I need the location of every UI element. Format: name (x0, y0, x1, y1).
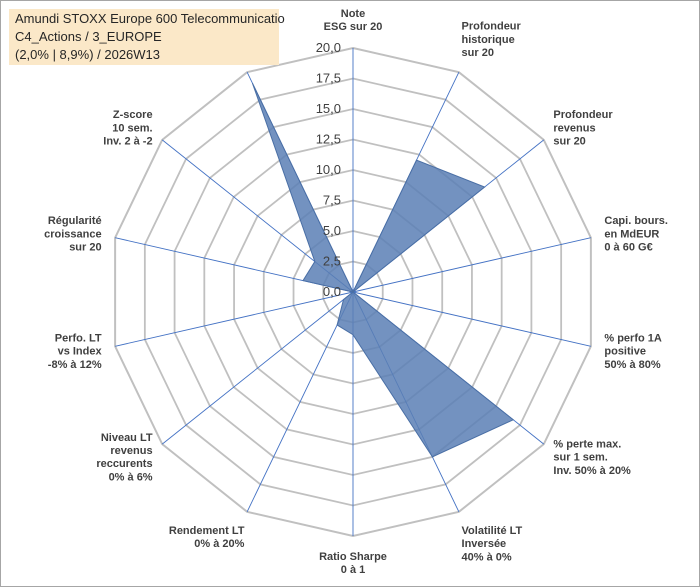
chart-period: (2,0% | 8,9%) / 2026W13 (15, 47, 161, 62)
spoke-line (246, 291, 354, 513)
axis-label: Z-score 10 sem. Inv. 2 à -2 (103, 109, 152, 147)
axis-label: Volatilité LT Inversée 40% à 0% (462, 525, 523, 563)
tick-label: 15,0 (316, 101, 341, 116)
axis-label: Rendement LT 0% à 20% (169, 525, 245, 550)
chart-title: Amundi STOXX Europe 600 Telecommunicatio (15, 11, 285, 26)
series-area (251, 82, 515, 458)
axis-label: % perfo 1A positive 50% à 80% (604, 333, 662, 371)
tick-label: 20,0 (316, 40, 341, 55)
axis-labels: Note ESG sur 20 Profondeur historique sur 20… (44, 8, 668, 576)
tick-label: 17,5 (316, 71, 341, 86)
tick-label: 2,5 (323, 254, 341, 269)
spoke-line (352, 237, 591, 293)
tick-label: 12,5 (316, 132, 341, 147)
axis-label: Note ESG sur 20 (324, 8, 383, 33)
axis-label: Profondeur historique sur 20 (462, 21, 522, 59)
axis-label: Capi. bours. en MdEUR 0 à 60 G€ (604, 215, 668, 253)
spoke-line (161, 291, 354, 445)
radial-tick-labels: 0,0 2,5 5,0 7,5 10,0 12,5 15,0 17,5 20,0 (316, 40, 341, 299)
spoke-line (115, 291, 354, 347)
chart-title-box: Amundi STOXX Europe 600 Telecommunicatio… (9, 9, 285, 65)
axis-label: Régularité croissance sur 20 (44, 215, 101, 253)
spoke-line (352, 291, 591, 347)
chart-subtitle: C4_Actions / 3_EUROPE (15, 29, 162, 44)
axis-label: Niveau LT revenus reccurents 0% à 6% (96, 432, 153, 484)
tick-label: 10,0 (316, 162, 341, 177)
axis-label: Profondeur revenus sur 20 (553, 109, 613, 147)
axis-label: Ratio Sharpe 0 à 1 (319, 551, 387, 576)
tick-label: 5,0 (323, 223, 341, 238)
tick-label: 7,5 (323, 193, 341, 208)
axis-label: Perfo. LT vs Index -8% à 12% (48, 333, 103, 371)
axis-label: % perte max. sur 1 sem. Inv. 50% à 20% (553, 438, 631, 476)
tick-label: 0,0 (323, 284, 341, 299)
radar-series (251, 82, 515, 458)
